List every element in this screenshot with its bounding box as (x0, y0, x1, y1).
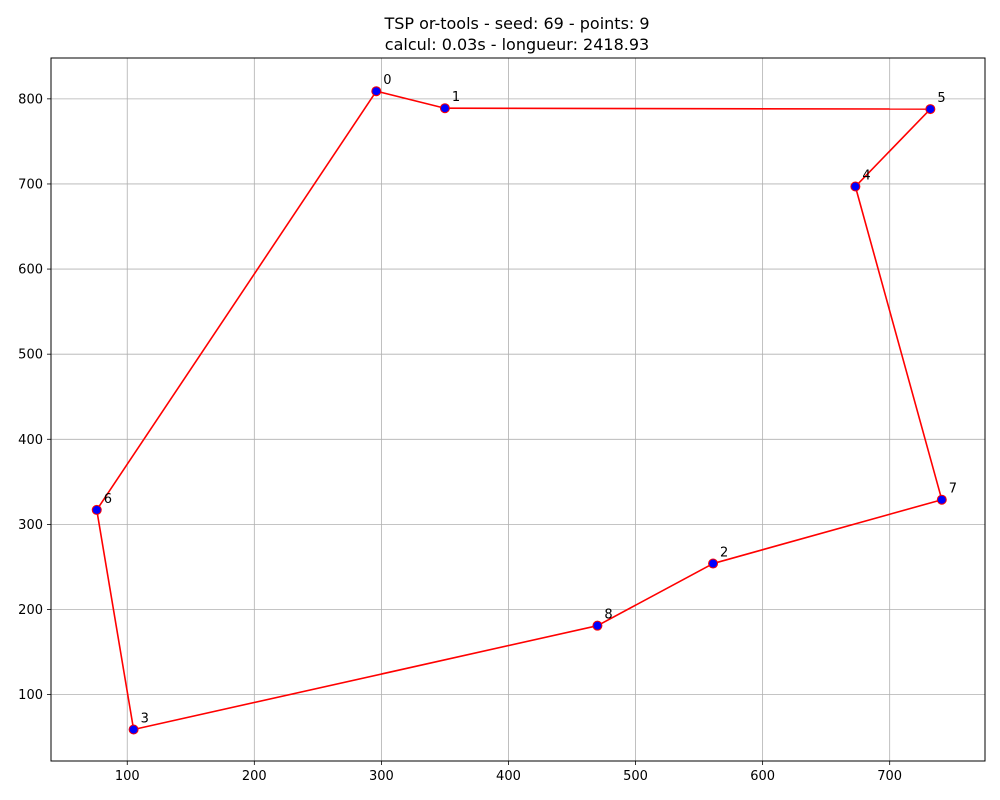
point-label: 4 (862, 169, 870, 184)
y-tick-label: 700 (18, 177, 43, 192)
tour-point (128, 724, 139, 735)
point-label: 8 (604, 608, 612, 623)
tour-point (936, 494, 947, 505)
y-tick-label: 800 (18, 92, 43, 107)
x-tick-label: 700 (877, 769, 902, 784)
y-tick-label: 100 (18, 688, 43, 703)
tour-point (708, 558, 719, 569)
x-tick-label: 600 (750, 769, 775, 784)
point-label: 5 (937, 91, 945, 106)
y-tick-label: 200 (18, 603, 43, 618)
point-label: 0 (383, 73, 391, 88)
route-segment (96, 90, 377, 511)
route-segment (712, 498, 943, 565)
y-tick-label: 500 (18, 348, 43, 363)
y-axis-ticks: 100 200 300 400 500 600 700 800 (18, 92, 51, 703)
x-tick-label: 100 (115, 769, 140, 784)
point-label: 3 (141, 712, 149, 727)
route-segment (95, 509, 135, 730)
route-lines (95, 90, 943, 731)
chart-title-line2: calcul: 0.03s - longueur: 2418.93 (385, 35, 649, 54)
chart-title-line1: TSP or-tools - seed: 69 - points: 9 (383, 14, 649, 33)
x-tick-label: 200 (242, 769, 267, 784)
plot-frame (50, 57, 986, 762)
tour-point (371, 86, 382, 97)
tour-point (439, 103, 450, 114)
tour-points (91, 86, 947, 735)
point-label: 7 (949, 482, 957, 497)
tour-point (850, 181, 861, 192)
tour-point (592, 620, 603, 631)
route-segment (133, 624, 598, 731)
point-label: 6 (104, 492, 112, 507)
point-label: 1 (452, 90, 460, 105)
x-axis-ticks: 100 200 300 400 500 600 700 (115, 761, 902, 784)
point-labels: 0 1 2 3 4 5 6 7 8 (104, 73, 957, 726)
route-segment (597, 562, 714, 627)
x-tick-label: 500 (623, 769, 648, 784)
y-tick-label: 400 (18, 433, 43, 448)
y-tick-label: 600 (18, 263, 43, 278)
tour-point (925, 104, 936, 115)
y-tick-label: 300 (18, 518, 43, 533)
grid-lines (51, 58, 985, 761)
route-segment (854, 108, 931, 188)
x-tick-label: 300 (369, 769, 394, 784)
tour-point (91, 504, 102, 515)
route-segment (854, 186, 943, 500)
point-label: 2 (720, 546, 728, 561)
route-segment (376, 90, 446, 109)
route-segment (444, 107, 931, 110)
x-tick-label: 400 (496, 769, 521, 784)
